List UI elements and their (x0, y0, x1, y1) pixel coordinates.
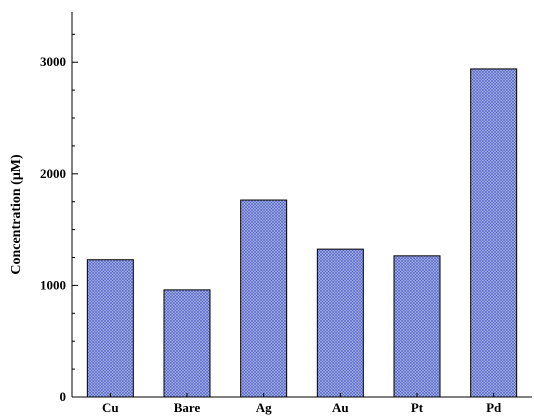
bar-bare (163, 289, 211, 398)
x-tick-label: Bare (174, 400, 201, 415)
bars-layer (86, 68, 518, 398)
y-ticks: 0 1000 2000 3000 (40, 33, 78, 404)
x-tick-label: Ag (256, 400, 272, 415)
y-tick-label: 3000 (40, 54, 66, 69)
bar-au (316, 248, 364, 398)
x-tick-label: Pt (411, 400, 424, 415)
bar-pt (393, 255, 441, 398)
x-tick-label: Pd (486, 400, 502, 415)
bar-ag (240, 199, 288, 398)
axes-layer (71, 12, 532, 398)
bar-pd (470, 68, 518, 398)
x-tick-label: Cu (102, 400, 119, 415)
y-axis-title: Concentration (μM) (9, 154, 24, 275)
bar-cu (86, 259, 134, 398)
y-tick-label: 0 (60, 389, 67, 404)
y-tick-label: 2000 (40, 166, 66, 181)
y-tick-label: 1000 (40, 277, 66, 292)
x-tick-label: Au (332, 400, 349, 415)
x-ticks: Cu Bare Ag Au Pt Pd (102, 393, 502, 415)
